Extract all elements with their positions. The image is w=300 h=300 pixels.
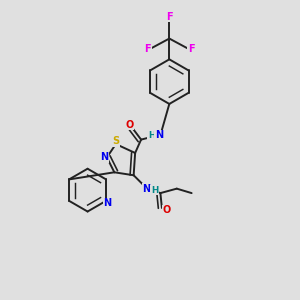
Text: O: O [126, 120, 134, 130]
Text: O: O [162, 205, 170, 215]
Text: N: N [142, 184, 151, 194]
Text: N: N [103, 198, 112, 208]
Text: H: H [148, 130, 155, 140]
Text: S: S [112, 136, 119, 146]
Text: N: N [155, 130, 163, 140]
Text: F: F [166, 12, 172, 22]
Text: F: F [144, 44, 151, 54]
Text: F: F [188, 44, 194, 54]
Text: N: N [100, 152, 108, 162]
Text: H: H [151, 186, 158, 195]
